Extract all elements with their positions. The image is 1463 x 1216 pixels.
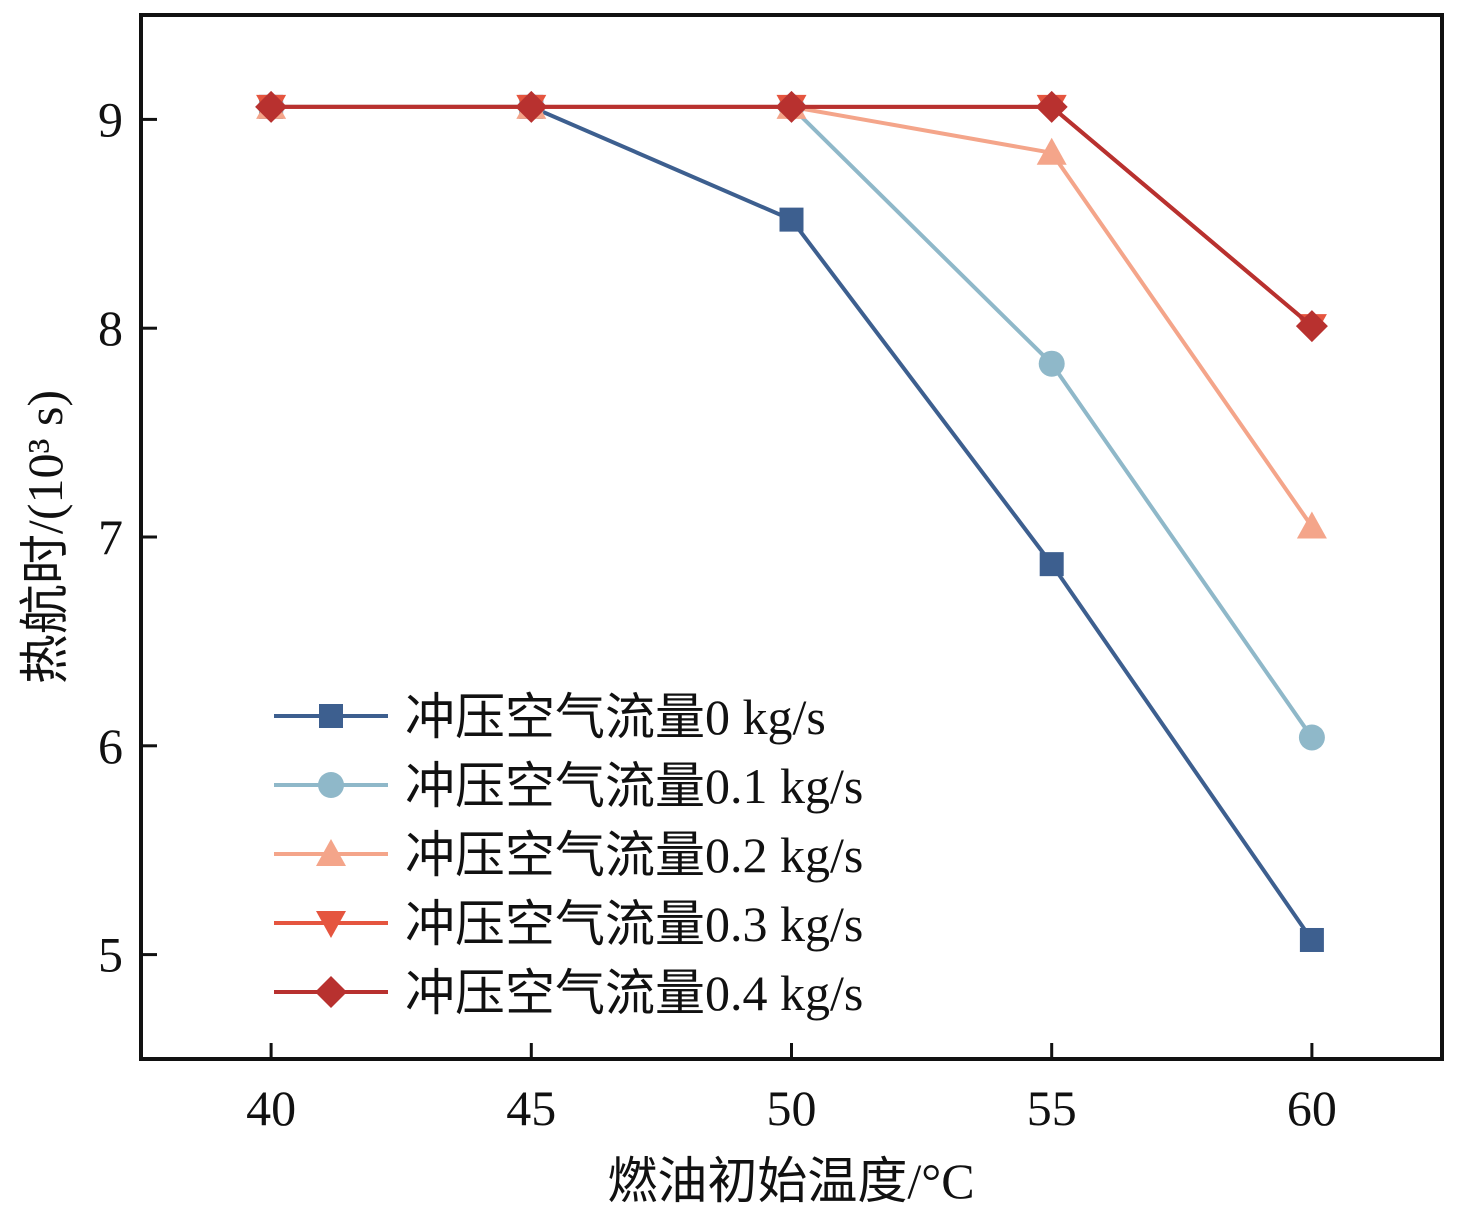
legend-marker — [316, 911, 346, 938]
legend-item: 冲压空气流量0.2 kg/s — [274, 827, 863, 883]
data-point — [1295, 310, 1328, 343]
legend-marker — [315, 976, 347, 1008]
data-point — [1039, 552, 1064, 577]
data-point — [1299, 927, 1324, 952]
legend-label: 冲压空气流量0.3 kg/s — [405, 896, 863, 952]
x-axis-title: 燃油初始温度/°C — [607, 1153, 974, 1209]
series-line — [271, 104, 1314, 528]
y-tick-label: 8 — [98, 300, 123, 356]
series-line — [271, 104, 1314, 739]
legend-label: 冲压空气流量0.4 kg/s — [405, 965, 863, 1021]
legend-item: 冲压空气流量0.4 kg/s — [274, 965, 863, 1021]
legend-label: 冲压空气流量0.2 kg/s — [405, 827, 863, 883]
x-tick-label: 55 — [1027, 1080, 1077, 1136]
series-1 — [258, 93, 1325, 751]
data-point — [1035, 90, 1068, 123]
series-line — [271, 104, 1314, 942]
y-tick-label: 6 — [98, 718, 123, 774]
x-tick-label: 40 — [246, 1080, 296, 1136]
legend-marker — [318, 772, 344, 798]
legend-marker — [316, 839, 346, 866]
legend-marker — [319, 704, 343, 728]
legend: 冲压空气流量0 kg/s 冲压空气流量0.1 kg/s 冲压空气流量0.2 kg/s… — [274, 689, 863, 1021]
legend-item: 冲压空气流量0.3 kg/s — [274, 896, 863, 952]
x-tick-label: 60 — [1287, 1080, 1337, 1136]
legend-item: 冲压空气流量0.1 kg/s — [274, 758, 863, 814]
y-tick-label: 7 — [98, 509, 123, 565]
series-2 — [256, 91, 1327, 539]
axes: 40 45 50 55 60 5 6 7 8 9 — [98, 91, 1337, 1136]
legend-item: 冲压空气流量0 kg/s — [274, 689, 826, 745]
y-tick-label: 5 — [98, 927, 123, 983]
data-point — [1298, 724, 1325, 751]
legend-label: 冲压空气流量0 kg/s — [405, 689, 826, 745]
data-point — [779, 207, 804, 232]
x-tick-label: 45 — [506, 1080, 556, 1136]
data-point — [1038, 350, 1065, 377]
data-point — [775, 90, 808, 123]
y-axis-title: 热航时/(10³ s) — [17, 390, 73, 684]
data-point — [255, 90, 288, 123]
legend-label: 冲压空气流量0.1 kg/s — [405, 758, 863, 814]
y-tick-label: 9 — [98, 91, 123, 147]
data-point — [1036, 137, 1067, 165]
data-point — [1296, 511, 1327, 539]
x-tick-label: 50 — [767, 1080, 817, 1136]
series-4 — [255, 90, 1328, 343]
data-point — [515, 90, 548, 123]
chart-marks — [255, 90, 1328, 952]
